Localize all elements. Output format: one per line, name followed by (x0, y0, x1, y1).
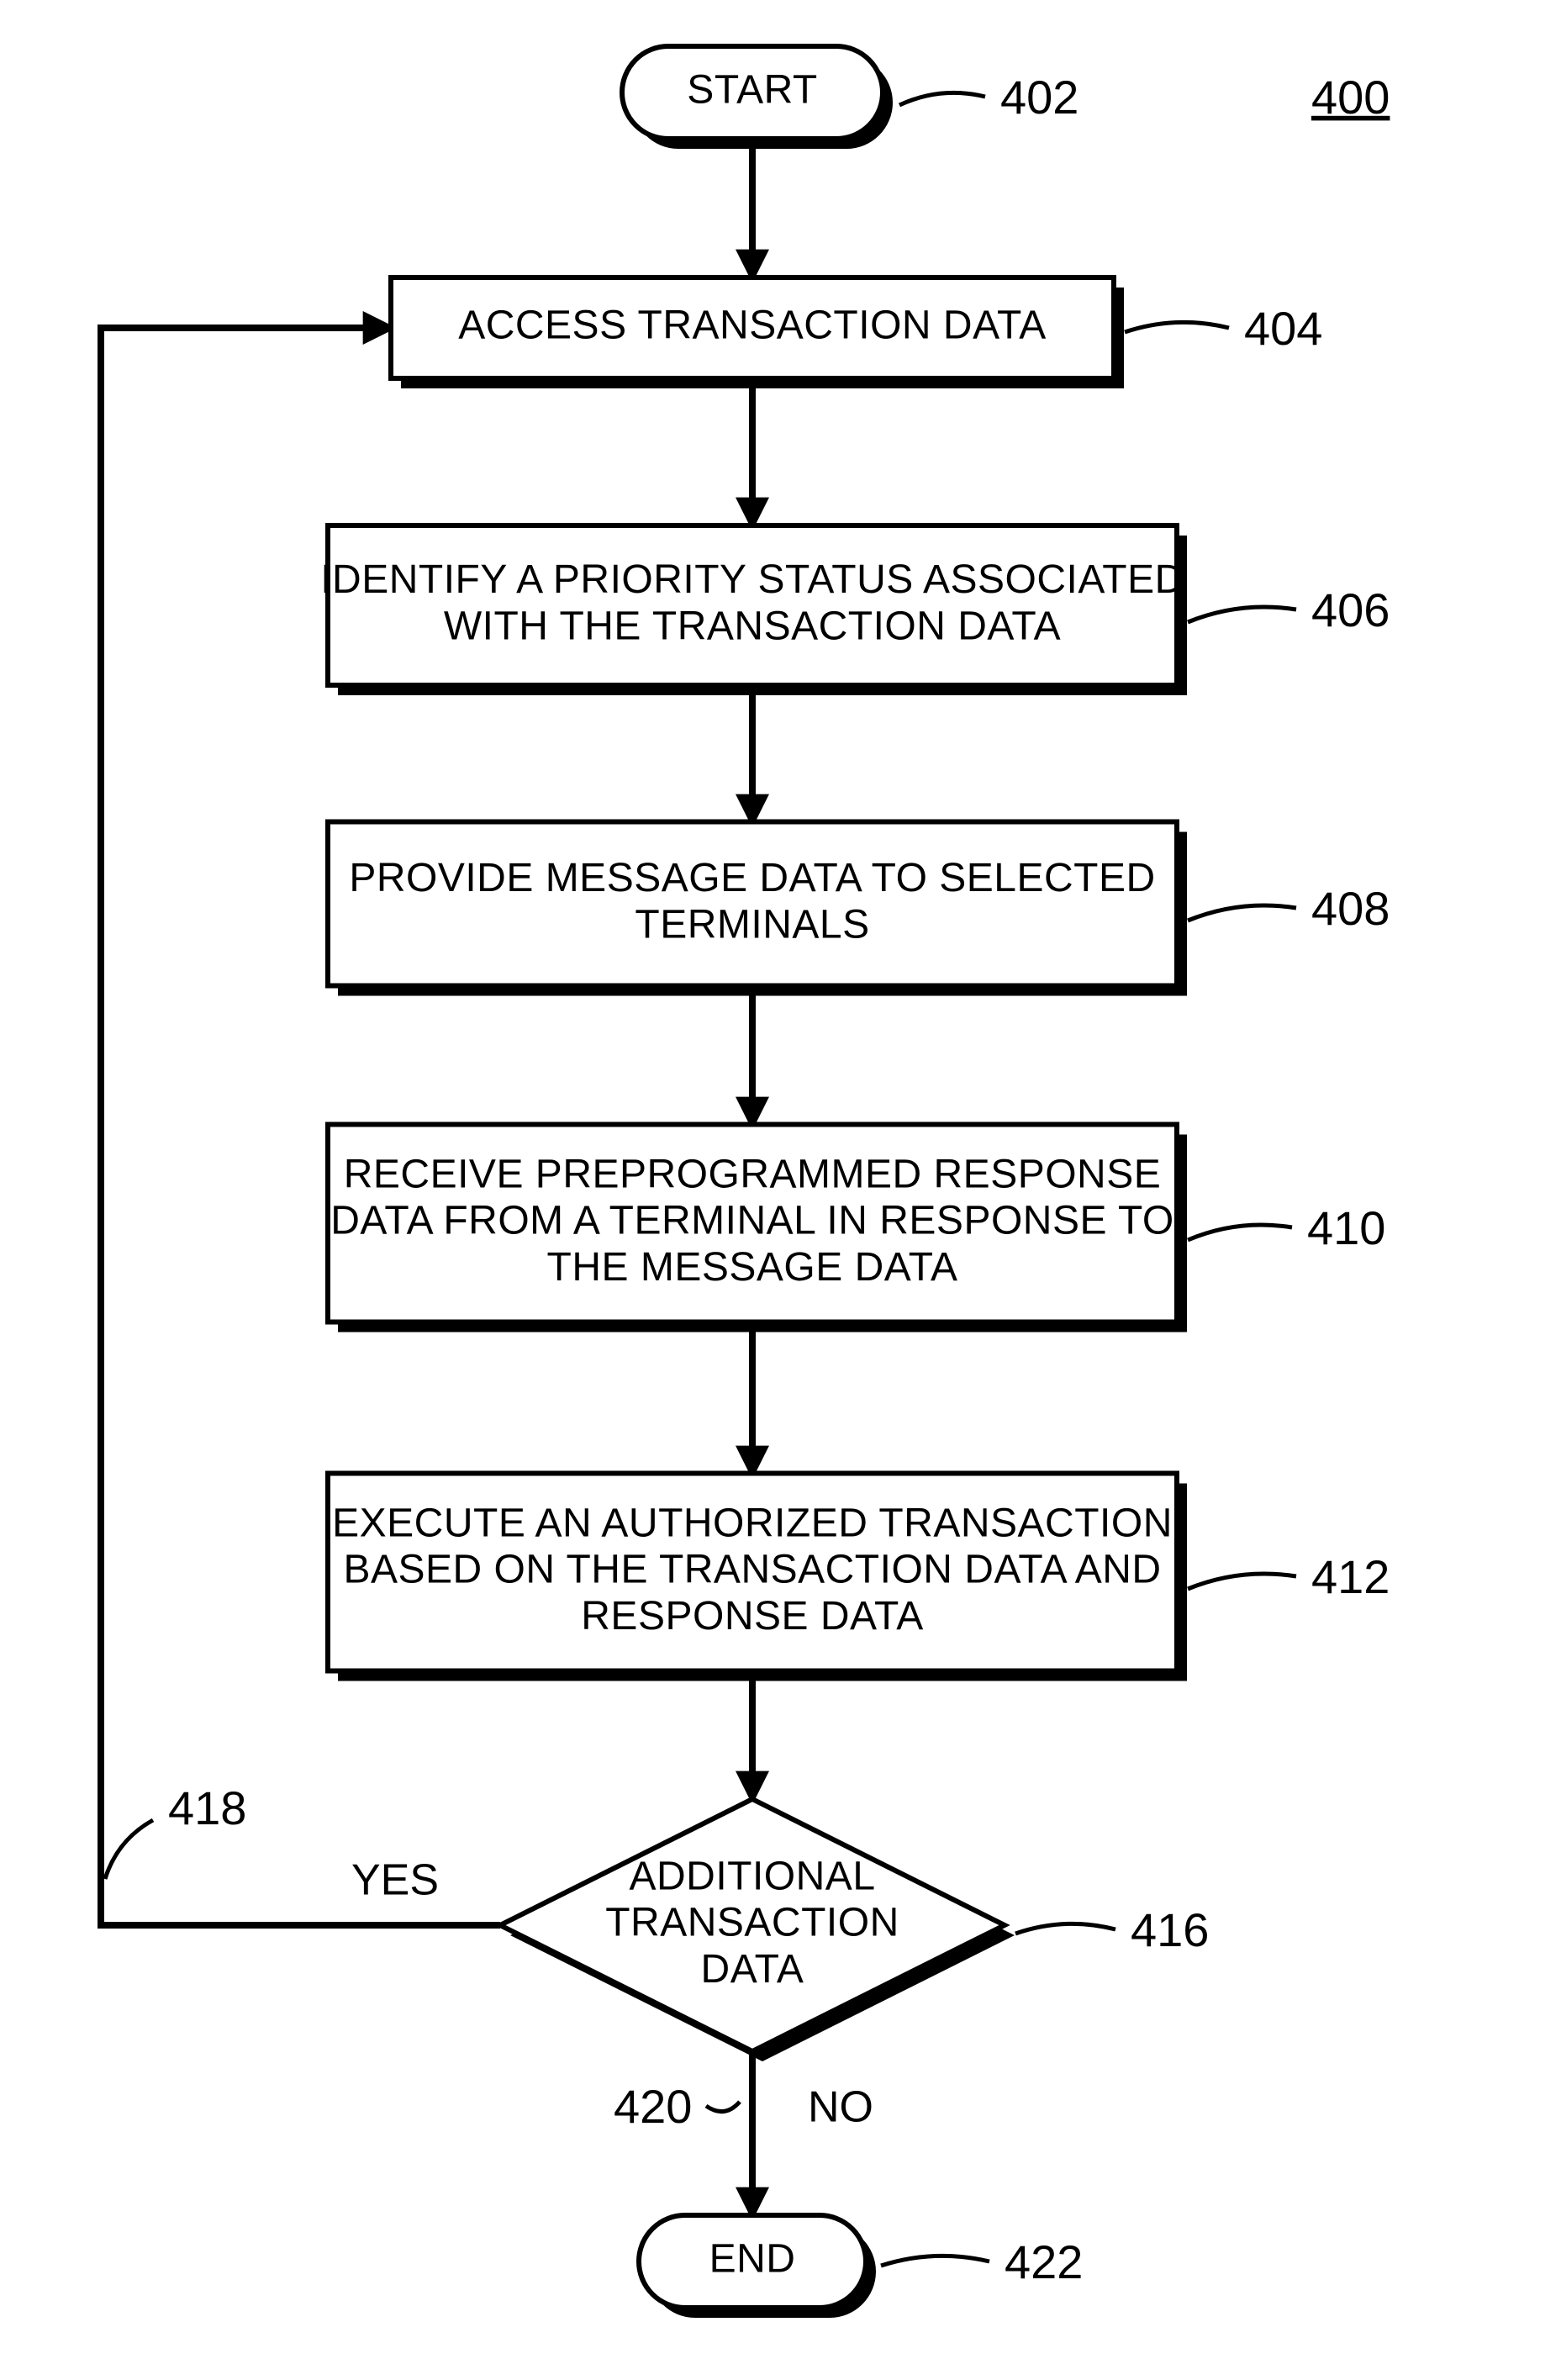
ref-label-400: 400 (1311, 71, 1390, 124)
ref-label-410: 410 (1307, 1201, 1385, 1254)
ref-label-416: 416 (1131, 1903, 1209, 1956)
node-text-n406-1: WITH THE TRANSACTION DATA (444, 604, 1061, 648)
node-text-n416-1: TRANSACTION (605, 1901, 899, 1945)
node-text-n406-0: IDENTIFY A PRIORITY STATUS ASSOCIATED (320, 557, 1184, 602)
ref-label-422: 422 (1005, 2235, 1083, 2288)
node-text-n412-2: RESPONSE DATA (581, 1594, 923, 1639)
node-text-n404-0: ACCESS TRANSACTION DATA (458, 303, 1047, 348)
ref-label-402: 402 (1000, 71, 1078, 124)
edge-label-no: NO (808, 2083, 873, 2132)
node-text-n416-2: DATA (701, 1947, 804, 1992)
ref-label-408: 408 (1311, 882, 1390, 935)
node-text-start-0: START (687, 68, 817, 113)
node-text-n408-0: PROVIDE MESSAGE DATA TO SELECTED (349, 856, 1155, 900)
node-text-n410-0: RECEIVE PREPROGRAMMED RESPONSE (344, 1152, 1162, 1196)
node-text-n416-0: ADDITIONAL (629, 1854, 875, 1898)
ref-label-406: 406 (1311, 583, 1390, 636)
node-text-n408-1: TERMINALS (635, 902, 869, 947)
node-text-end-0: END (709, 2237, 796, 2282)
node-text-n412-0: EXECUTE AN AUTHORIZED TRANSACTION (332, 1501, 1173, 1545)
ref-label-418: 418 (168, 1781, 246, 1834)
edge-label-yes: YES (351, 1856, 439, 1905)
node-text-n410-2: THE MESSAGE DATA (547, 1245, 958, 1290)
ref-label-412: 412 (1311, 1550, 1390, 1603)
ref-label-420: 420 (614, 2080, 692, 2133)
node-text-n410-1: DATA FROM A TERMINAL IN RESPONSE TO (330, 1199, 1174, 1243)
ref-label-404: 404 (1244, 302, 1322, 355)
node-text-n412-1: BASED ON THE TRANSACTION DATA AND (343, 1548, 1161, 1592)
flowchart-canvas: NO YES START ACCESS TRANSACTION DATA IDENTIF… (0, 0, 1561, 2380)
